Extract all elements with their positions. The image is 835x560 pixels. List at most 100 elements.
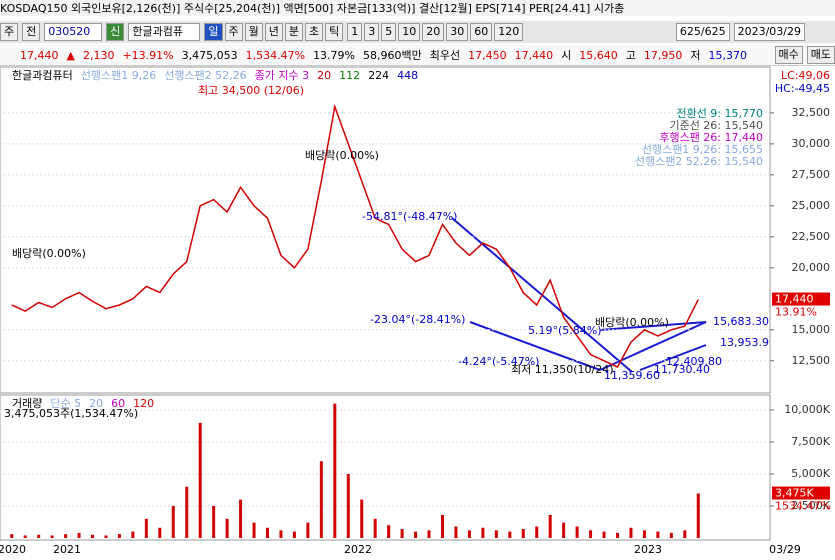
quote-item: 고 (625, 49, 636, 62)
price-box (772, 292, 830, 306)
volume-bar (589, 530, 593, 538)
volume-frame (0, 394, 771, 541)
annotation: 배당락(0.00%) (12, 247, 86, 260)
tag[interactable]: 신 (106, 23, 125, 41)
quote-item: 58,960백만 (363, 49, 422, 62)
current-label: 3,475K (775, 487, 814, 500)
annotation: 최저 11,350(10/24) (511, 363, 614, 376)
date[interactable]: 2023/03/29 (733, 23, 805, 41)
annotation: 최고 34,500 (12/06) (198, 84, 304, 97)
y-tick-label: 30,000 (792, 137, 831, 150)
info-box-line: 선행스팬1 9,26: 15,655 (642, 143, 763, 156)
volume-bar (683, 530, 687, 538)
minute-button[interactable]: 3 (364, 23, 380, 41)
minute-button[interactable]: 10 (398, 23, 421, 41)
legend-entry: 선행스팬1 9,26 (81, 69, 156, 82)
volume-bar (696, 493, 700, 538)
minute-button[interactable]: 120 (494, 23, 524, 41)
annotation: 배당락(0.00%) (305, 149, 379, 162)
info-box-line: 전환선 9: 15,770 (676, 107, 763, 120)
minute-button[interactable]: 5 (381, 23, 397, 41)
quote-item: 17,950 (643, 48, 683, 62)
info: KOSDAQ150 외국인보유[2,126(천)] 주식수[25,204(천)]… (0, 2, 625, 15)
volume-bar (346, 473, 350, 538)
quote-item: 17,440 (20, 48, 59, 62)
volume-bar (171, 505, 175, 538)
quote-item: 최우선 (429, 49, 461, 62)
volume-bar (212, 505, 216, 538)
quote-item: 시 (561, 49, 572, 62)
period-button[interactable]: 초 (305, 23, 324, 41)
info-box-line: 후행스팬 26: 17,440 (659, 131, 763, 144)
annotation: -4.24°(-5.47%) (458, 355, 539, 368)
quote-item: ▲ (66, 48, 75, 62)
quote-item: 15,370 (708, 48, 748, 62)
y-tick-label: 15,000 (792, 323, 831, 336)
period-button[interactable]: 일 (204, 23, 223, 41)
legend-entry: 20 (317, 69, 331, 82)
volume-bar (656, 531, 660, 538)
volume-bar (333, 403, 337, 538)
volume-bar (306, 522, 310, 538)
period-button[interactable]: 월 (244, 23, 263, 41)
minute-button[interactable]: 20 (422, 23, 445, 41)
volume-bar (494, 530, 498, 538)
volume-bar (535, 526, 539, 538)
volume-bar (50, 535, 54, 538)
volume-bar (481, 527, 485, 538)
volume-bar (64, 534, 68, 538)
code[interactable]: 030520 (44, 23, 103, 41)
volume-bar (158, 527, 162, 538)
quote-item: 15,640 (579, 48, 618, 62)
volume-bar (616, 532, 619, 538)
period-button[interactable]: 년 (264, 23, 283, 41)
volume-bar (225, 518, 229, 538)
name[interactable]: 한글과컴퓨 (128, 23, 201, 41)
minute-button[interactable]: 60 (470, 23, 493, 41)
volume-bar (144, 518, 148, 538)
buy[interactable]: 매수 (774, 46, 803, 64)
volume-bar (319, 461, 323, 538)
period-button[interactable]: 분 (284, 23, 303, 41)
annotation: 15,683.30 (713, 315, 769, 328)
legend-entry: 거래량 (12, 397, 42, 410)
volume-summary: 3,475,053주(1,534.47%) (4, 407, 138, 420)
annotation: -54.81°(-48.47%) (362, 210, 457, 223)
volume-bar (414, 531, 418, 538)
volume-bar (131, 531, 135, 538)
period-button[interactable]: 틱 (325, 23, 344, 41)
volume-bar (521, 529, 525, 538)
volume-bar (669, 532, 673, 538)
annotation: -23.04°(-28.41%) (370, 313, 465, 326)
legend-entry: 448 (397, 69, 418, 82)
period-button[interactable]: 주 (224, 23, 243, 41)
price-box (772, 486, 830, 500)
minute-button[interactable]: 30 (446, 23, 469, 41)
volume-bar (575, 526, 579, 538)
quote-item: 저 (690, 49, 701, 62)
volume-bar (91, 534, 94, 538)
sell[interactable]: 매도 (806, 46, 835, 64)
y-tick-label: 25,000 (792, 199, 831, 212)
y-tick-label: 20,000 (792, 261, 831, 274)
annotation: 배당락(0.00%) (595, 316, 669, 329)
volume-bar (602, 531, 606, 538)
y-tick-label: 32,500 (792, 106, 831, 119)
current-label: 17,440 (775, 293, 814, 306)
market[interactable]: 주 (0, 23, 19, 41)
volume-bar (23, 535, 27, 538)
volume-bar (629, 527, 633, 538)
y-tick-label: 5,000K (791, 467, 830, 480)
minute-button[interactable]: 1 (347, 23, 363, 41)
price-frame (0, 66, 771, 394)
volume-bar (360, 499, 364, 538)
volume-bar (387, 525, 391, 538)
kind[interactable]: 전 (22, 23, 41, 41)
price-line (11, 103, 699, 368)
quote-item: 13.79% (313, 48, 356, 62)
legend-entry: 20 (89, 397, 103, 410)
annotation: 13,953.9 (720, 336, 769, 349)
volume-bar (642, 530, 646, 538)
